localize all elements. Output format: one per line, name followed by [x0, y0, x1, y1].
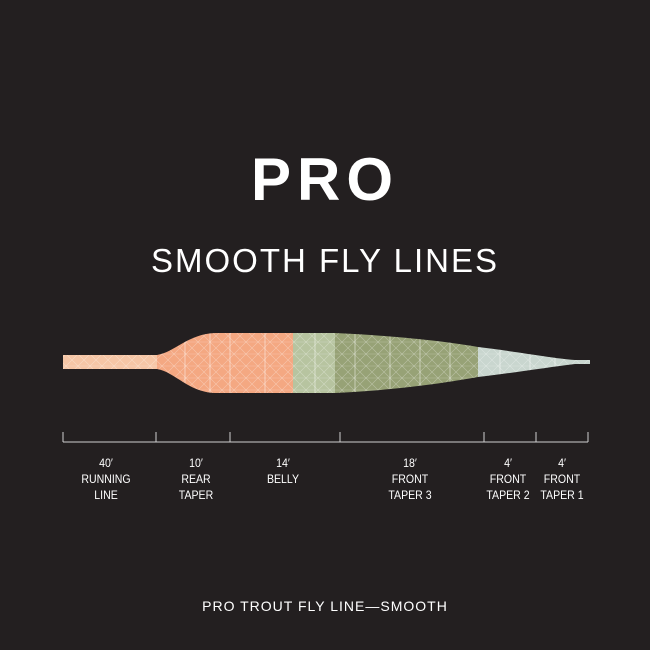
brand-title: PRO	[250, 146, 400, 213]
section-label-belly: 14′ BELLY	[266, 456, 300, 486]
section-label-front-taper-2: 4′ FRONT TAPER 2	[486, 456, 530, 502]
subtitle: SMOOTH FLY LINES	[150, 242, 499, 279]
product-name-footer: PRO TROUT FLY LINE—SMOOTH	[202, 598, 448, 614]
section-label-front-taper-1: 4′ FRONT TAPER 1	[540, 456, 584, 502]
section-label-rear-taper: 10′ REAR TAPER	[178, 456, 214, 502]
section-label-front-taper-3: 18′ FRONT TAPER 3	[388, 456, 432, 502]
length-scale	[62, 432, 589, 443]
section-label-running-line: 40′ RUNNING LINE	[81, 456, 131, 502]
texture-pattern	[63, 333, 590, 393]
